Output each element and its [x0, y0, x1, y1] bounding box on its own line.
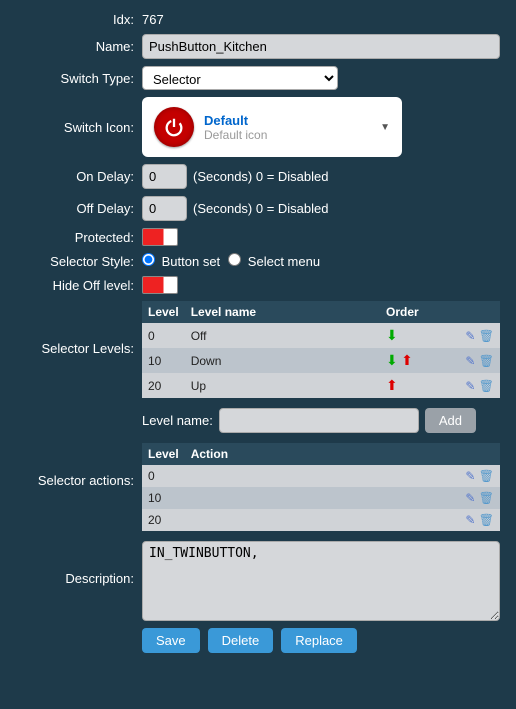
table-row: 0Off⬇ ✎ 🗑 — [142, 323, 500, 348]
protected-label: Protected: — [10, 230, 142, 245]
delete-icon[interactable]: 🗑 — [479, 491, 494, 505]
move-down-icon[interactable]: ⬇ — [386, 352, 398, 368]
edit-icon[interactable]: ✎ — [465, 379, 475, 393]
save-button[interactable]: Save — [142, 628, 200, 653]
name-input[interactable] — [142, 34, 500, 59]
table-row: 20Up ⬆✎ 🗑 — [142, 373, 500, 398]
delete-icon[interactable]: 🗑 — [479, 354, 494, 368]
description-label: Description: — [10, 541, 142, 586]
edit-icon[interactable]: ✎ — [465, 354, 475, 368]
edit-icon[interactable]: ✎ — [465, 469, 475, 483]
th-actions — [450, 301, 500, 323]
replace-button[interactable]: Replace — [281, 628, 357, 653]
off-delay-input[interactable] — [142, 196, 187, 221]
delete-button[interactable]: Delete — [208, 628, 274, 653]
hide-off-label: Hide Off level: — [10, 278, 142, 293]
th-level2: Level — [142, 443, 185, 465]
radio-button-set[interactable]: Button set — [142, 253, 220, 269]
th-levelname: Level name — [185, 301, 380, 323]
move-up-icon[interactable]: ⬆ — [401, 352, 413, 368]
level-name-add-label: Level name: — [142, 413, 213, 428]
radio-select-menu[interactable]: Select menu — [228, 253, 320, 269]
hide-off-toggle[interactable] — [142, 276, 178, 294]
icon-subtitle: Default icon — [204, 128, 267, 142]
off-delay-suffix: (Seconds) 0 = Disabled — [193, 201, 329, 216]
on-delay-label: On Delay: — [10, 169, 142, 184]
switch-type-label: Switch Type: — [10, 71, 142, 86]
selector-style-label: Selector Style: — [10, 254, 142, 269]
icon-title: Default — [204, 113, 267, 128]
on-delay-suffix: (Seconds) 0 = Disabled — [193, 169, 329, 184]
add-level-button[interactable]: Add — [425, 408, 476, 433]
name-label: Name: — [10, 39, 142, 54]
switch-icon-selector[interactable]: Default Default icon ▼ — [142, 97, 402, 157]
idx-value: 767 — [142, 12, 506, 27]
edit-icon[interactable]: ✎ — [465, 491, 475, 505]
delete-icon[interactable]: 🗑 — [479, 329, 494, 343]
th-action: Action — [185, 443, 450, 465]
on-delay-input[interactable] — [142, 164, 187, 189]
switch-type-select[interactable]: Selector — [142, 66, 338, 90]
move-up-icon[interactable]: ⬆ — [386, 377, 398, 393]
idx-label: Idx: — [10, 12, 142, 27]
selector-actions-label: Selector actions: — [10, 443, 142, 488]
th-actions2 — [450, 443, 500, 465]
delete-icon[interactable]: 🗑 — [479, 513, 494, 527]
protected-toggle[interactable] — [142, 228, 178, 246]
th-level: Level — [142, 301, 185, 323]
table-row: 10Down⬇ ⬆✎ 🗑 — [142, 348, 500, 373]
chevron-down-icon: ▼ — [380, 122, 390, 133]
selector-levels-table: Level Level name Order 0Off⬇ ✎ 🗑10Down⬇ … — [142, 301, 500, 398]
table-row: 0✎ 🗑 — [142, 465, 500, 487]
edit-icon[interactable]: ✎ — [465, 513, 475, 527]
description-textarea[interactable] — [142, 541, 500, 621]
level-name-add-input[interactable] — [219, 408, 419, 433]
move-down-icon[interactable]: ⬇ — [386, 327, 398, 343]
selector-levels-label: Selector Levels: — [10, 301, 142, 356]
table-row: 20✎ 🗑 — [142, 509, 500, 531]
power-icon — [154, 107, 194, 147]
delete-icon[interactable]: 🗑 — [479, 469, 494, 483]
switch-icon-label: Switch Icon: — [10, 120, 142, 135]
table-row: 10✎ 🗑 — [142, 487, 500, 509]
selector-actions-table: Level Action 0✎ 🗑10✎ 🗑20✎ 🗑 — [142, 443, 500, 531]
off-delay-label: Off Delay: — [10, 201, 142, 216]
th-order: Order — [380, 301, 450, 323]
edit-icon[interactable]: ✎ — [465, 329, 475, 343]
delete-icon[interactable]: 🗑 — [479, 379, 494, 393]
